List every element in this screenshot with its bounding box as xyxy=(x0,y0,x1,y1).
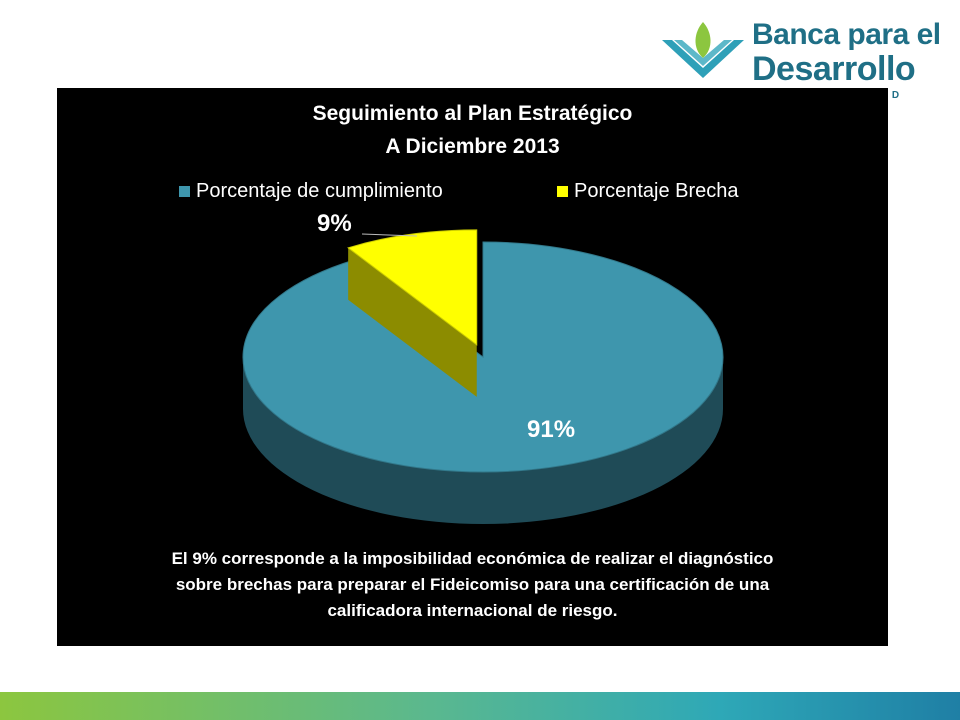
pie-slice-cumplimiento xyxy=(242,241,724,473)
legend-label-cumplimiento: Porcentaje de cumplimiento xyxy=(196,180,443,202)
leaf-chevron-logo-icon xyxy=(662,22,744,78)
data-label-brecha: 9% xyxy=(317,210,352,237)
data-label-cumplimiento: 91% xyxy=(527,416,576,443)
legend-item-cumplimiento: Porcentaje de cumplimiento xyxy=(179,180,443,203)
legend-swatch-brecha xyxy=(557,186,568,197)
leader-line-brecha xyxy=(361,233,418,237)
pie-chart xyxy=(242,229,724,524)
chart-legend: Porcentaje de cumplimiento Porcentaje Br… xyxy=(57,180,888,206)
pie-wall-start-brecha xyxy=(348,247,477,397)
chart-panel: Seguimiento al Plan Estratégico A Diciem… xyxy=(57,88,888,646)
chart-note: El 9% corresponde a la imposibilidad eco… xyxy=(171,549,774,620)
chart-title: Seguimiento al Plan Estratégico xyxy=(312,102,633,125)
legend-swatch-cumplimiento xyxy=(179,186,190,197)
pie-slice-brecha xyxy=(347,229,478,346)
legend-item-brecha: Porcentaje Brecha xyxy=(557,180,739,203)
chart-subtitle: A Diciembre 2013 xyxy=(385,135,560,158)
bottom-gradient-bar xyxy=(0,692,960,720)
logo-text-line1: Banca para el xyxy=(752,18,941,51)
pie-side-cumplimiento xyxy=(243,357,723,524)
logo: Banca para el Desarrollo SBD xyxy=(658,16,941,101)
legend-label-brecha: Porcentaje Brecha xyxy=(574,180,739,202)
logo-text-line2: Desarrollo xyxy=(752,50,916,88)
